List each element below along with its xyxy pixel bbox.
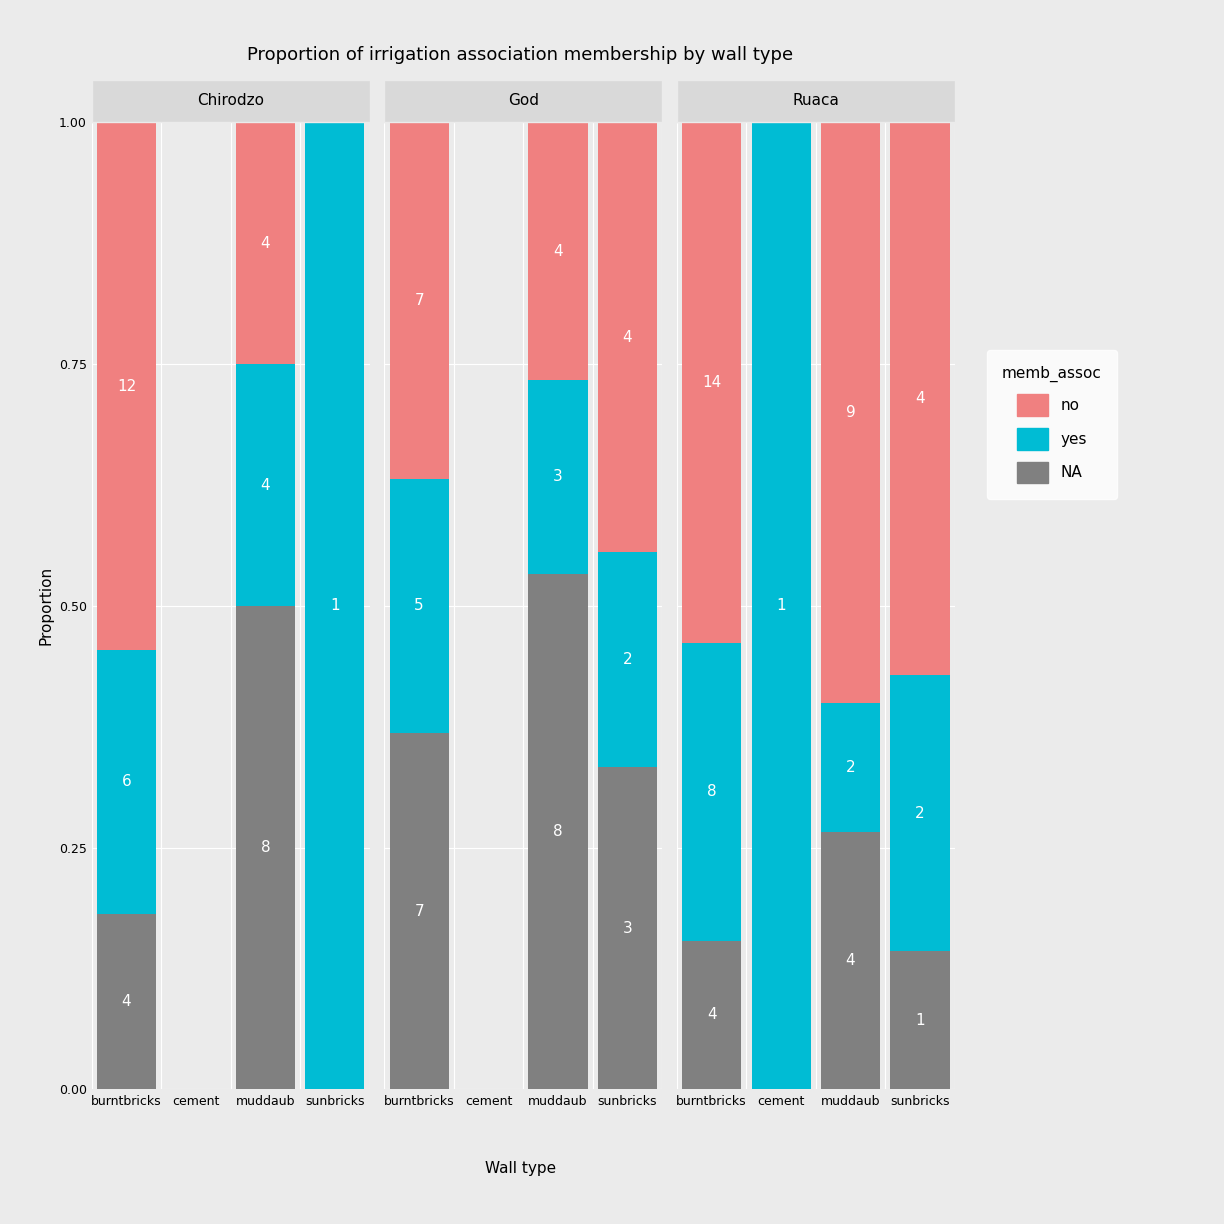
- Bar: [389, 479, 448, 733]
- Text: God: God: [508, 93, 539, 109]
- Text: Chirodzo: Chirodzo: [197, 93, 264, 109]
- Text: Wall type: Wall type: [485, 1162, 556, 1176]
- Bar: [599, 552, 657, 767]
- Text: 4: 4: [623, 329, 633, 345]
- Bar: [891, 122, 950, 674]
- Bar: [389, 733, 448, 1089]
- Text: 3: 3: [623, 920, 633, 935]
- Text: 8: 8: [553, 824, 563, 838]
- Bar: [752, 122, 810, 1089]
- Text: 1: 1: [330, 599, 340, 613]
- Text: 4: 4: [553, 244, 563, 258]
- Text: 2: 2: [916, 805, 925, 820]
- Bar: [529, 381, 588, 574]
- Text: Ruaca: Ruaca: [792, 93, 840, 109]
- Text: 4: 4: [261, 477, 271, 492]
- Bar: [389, 122, 448, 479]
- Bar: [236, 364, 295, 606]
- Bar: [821, 831, 880, 1089]
- Text: 2: 2: [846, 760, 856, 775]
- Text: 9: 9: [846, 405, 856, 420]
- Text: 12: 12: [118, 378, 136, 394]
- Legend: no, yes, NA: no, yes, NA: [987, 350, 1118, 498]
- Text: 7: 7: [414, 293, 424, 308]
- Text: 4: 4: [706, 1007, 716, 1022]
- Text: Proportion of irrigation association membership by wall type: Proportion of irrigation association mem…: [247, 47, 793, 64]
- Text: 8: 8: [706, 785, 716, 799]
- Y-axis label: Proportion: Proportion: [38, 567, 54, 645]
- Bar: [97, 913, 155, 1089]
- Bar: [97, 122, 155, 650]
- Bar: [236, 122, 295, 364]
- Text: 4: 4: [916, 392, 925, 406]
- Bar: [529, 122, 588, 381]
- Text: 7: 7: [414, 903, 424, 919]
- Bar: [682, 643, 741, 940]
- Bar: [682, 940, 741, 1089]
- Text: 2: 2: [623, 652, 633, 667]
- Text: 1: 1: [916, 1012, 925, 1028]
- Bar: [599, 767, 657, 1089]
- Bar: [529, 574, 588, 1089]
- Bar: [682, 122, 741, 643]
- Bar: [236, 606, 295, 1089]
- Bar: [599, 122, 657, 552]
- Text: 1: 1: [776, 599, 786, 613]
- Text: 14: 14: [703, 376, 721, 390]
- Bar: [891, 951, 950, 1089]
- Text: 6: 6: [121, 775, 131, 789]
- Text: 4: 4: [261, 236, 271, 251]
- Text: 3: 3: [553, 470, 563, 485]
- Text: 4: 4: [121, 994, 131, 1009]
- Text: 4: 4: [846, 953, 856, 968]
- Text: 8: 8: [261, 840, 271, 856]
- Bar: [97, 650, 155, 913]
- Bar: [891, 674, 950, 951]
- Bar: [821, 703, 880, 831]
- Bar: [821, 122, 880, 703]
- Text: 5: 5: [414, 599, 424, 613]
- Bar: [306, 122, 365, 1089]
